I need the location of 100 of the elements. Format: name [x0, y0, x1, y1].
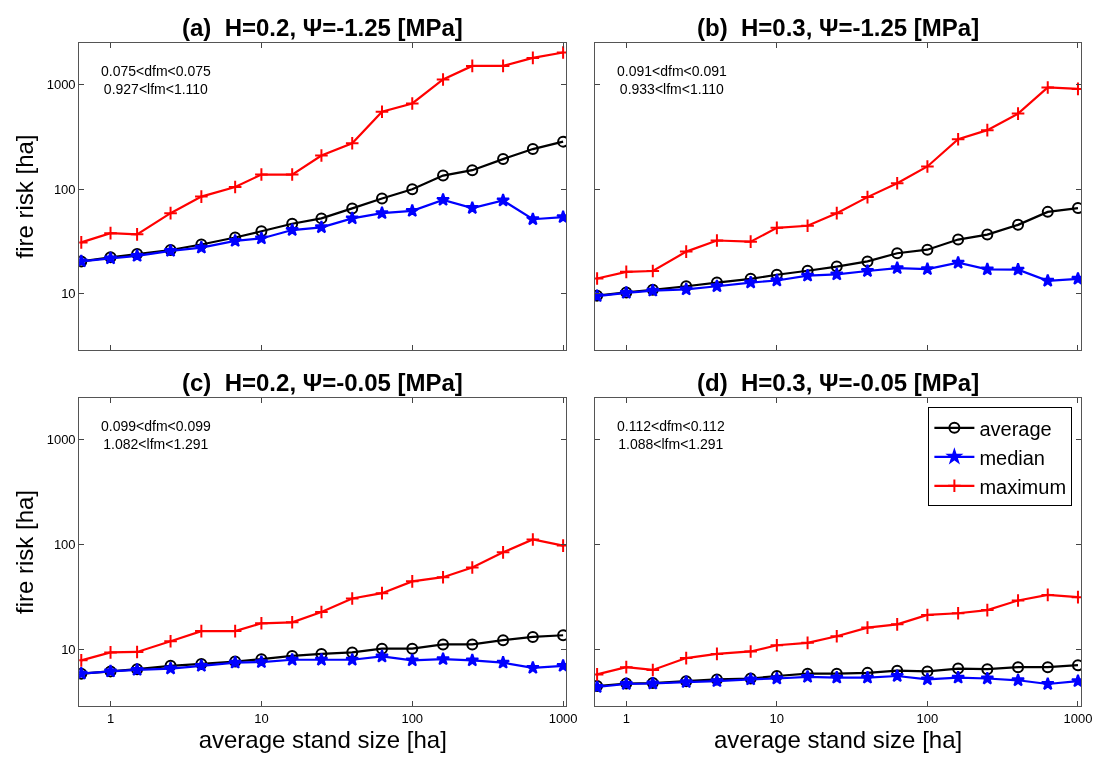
x-tick-label: 100 — [401, 710, 424, 726]
annotation: 0.099<dfm<0.099 — [101, 418, 211, 434]
point — [375, 205, 389, 220]
chart-title: (b) H=0.3, Ψ=-1.25 [MPa] — [697, 14, 980, 41]
point — [980, 671, 995, 685]
point — [525, 211, 540, 226]
point — [525, 50, 541, 66]
point — [436, 651, 451, 666]
point — [1040, 587, 1056, 603]
point — [344, 135, 360, 151]
point — [344, 591, 360, 606]
annotation: 1.088<lfm<1.291 — [618, 436, 724, 453]
point — [404, 574, 420, 589]
point — [497, 153, 510, 166]
point — [314, 652, 329, 666]
point — [981, 228, 994, 241]
point — [437, 169, 450, 182]
point — [952, 662, 965, 675]
point — [678, 244, 694, 259]
point — [921, 665, 934, 678]
point — [1041, 661, 1054, 674]
x-axis-title: average stand size [ha] — [198, 725, 447, 753]
y-tick-label: 100 — [53, 537, 76, 553]
point — [1071, 202, 1082, 215]
legend-label: maximum — [979, 475, 1067, 498]
point — [1071, 659, 1082, 672]
point — [526, 143, 539, 156]
x-tick-label: 10 — [769, 710, 785, 726]
point — [495, 545, 511, 560]
point — [678, 650, 694, 666]
point — [496, 193, 511, 207]
point — [981, 663, 994, 676]
point — [920, 672, 935, 686]
point — [950, 132, 966, 147]
x-tick-label: 1 — [106, 710, 115, 726]
point — [830, 260, 843, 273]
point — [890, 668, 905, 683]
point — [950, 605, 966, 621]
point — [709, 646, 725, 662]
point — [980, 602, 995, 618]
point — [709, 278, 724, 293]
point — [405, 203, 420, 218]
point — [890, 260, 905, 275]
point — [1041, 205, 1054, 218]
x-axis-title: average stand size [ha] — [714, 725, 963, 753]
point — [829, 628, 845, 644]
point — [315, 212, 328, 225]
y-tick-label: 1000 — [46, 77, 76, 93]
point — [800, 268, 815, 282]
point — [889, 617, 905, 632]
x-tick-label: 1000 — [1063, 710, 1093, 726]
point — [254, 167, 269, 182]
y-tick-label: 1000 — [46, 432, 76, 448]
point — [404, 96, 420, 111]
point — [860, 670, 875, 684]
point — [465, 653, 480, 667]
chart-title: (d) H=0.3, Ψ=-0.05 [MPa] — [697, 369, 980, 396]
annotation: 0.933<lfm<1.110 — [619, 81, 725, 98]
point — [861, 255, 874, 268]
point — [285, 222, 300, 237]
point — [284, 615, 300, 630]
point — [406, 642, 419, 655]
annotation: 0.091<dfm<0.091 — [617, 63, 727, 79]
point — [800, 635, 815, 651]
point — [920, 159, 935, 174]
point — [436, 192, 451, 206]
point — [1040, 80, 1056, 95]
point — [375, 192, 388, 205]
point — [618, 264, 634, 280]
point — [1011, 262, 1026, 276]
point — [1012, 218, 1025, 231]
point — [800, 218, 815, 234]
point — [860, 620, 875, 635]
point — [1040, 676, 1055, 691]
point — [405, 653, 420, 667]
point — [1040, 273, 1055, 287]
y-axis-title: fire risk [ha] — [10, 134, 38, 259]
point — [464, 560, 480, 575]
annotation: 0.927<lfm<1.110 — [103, 81, 209, 98]
point — [466, 638, 479, 651]
point — [284, 167, 300, 182]
point — [466, 164, 479, 177]
point — [526, 630, 539, 643]
point — [465, 200, 480, 215]
point — [860, 189, 875, 205]
point — [285, 652, 300, 666]
point — [345, 652, 360, 666]
point — [496, 655, 511, 669]
point — [889, 175, 905, 191]
point — [769, 637, 785, 653]
point — [709, 233, 725, 248]
point — [769, 273, 784, 287]
point — [618, 659, 634, 675]
point — [437, 638, 450, 651]
point — [1010, 593, 1026, 608]
x-tick-label: 1 — [622, 710, 630, 726]
point — [375, 649, 389, 663]
y-axis-title: fire risk [ha] — [10, 489, 38, 615]
x-tick-label: 100 — [916, 710, 939, 726]
y-tick-label: 10 — [61, 286, 76, 302]
